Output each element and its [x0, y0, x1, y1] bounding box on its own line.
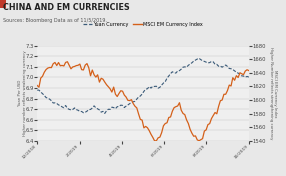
Y-axis label: MSCI EM Currency Index
Higher Number reflects strengthening currency: MSCI EM Currency Index Higher Number ref…: [269, 47, 277, 139]
Text: Sources: Bloomberg Data as of 11/5/2019.: Sources: Bloomberg Data as of 11/5/2019.: [3, 18, 107, 23]
Text: CHINA AND EM CURRENCIES: CHINA AND EM CURRENCIES: [3, 3, 130, 12]
Legend: Yuan Currency, MSCI EM Currency Index: Yuan Currency, MSCI EM Currency Index: [81, 20, 205, 29]
Y-axis label: Yuan Per USD
Higher number reflects weakening currency: Yuan Per USD Higher number reflects weak…: [18, 51, 27, 136]
